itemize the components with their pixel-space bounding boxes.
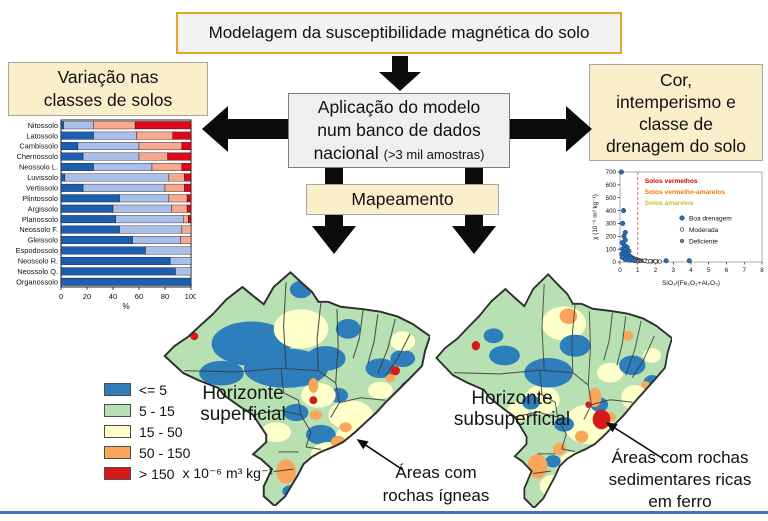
svg-text:Gleissolo: Gleissolo: [28, 236, 58, 245]
soil-classes-text: Variação nas classes de solos: [43, 67, 173, 110]
svg-text:500: 500: [606, 195, 617, 202]
svg-text:1: 1: [636, 267, 640, 274]
svg-text:6: 6: [725, 267, 729, 274]
model-application-line1: Aplicação do modelo: [317, 96, 481, 117]
svg-text:Vertissolo: Vertissolo: [26, 183, 58, 192]
svg-text:%: %: [122, 302, 129, 311]
map1-outline: [163, 270, 430, 506]
svg-text:χ (10⁻⁶ m³ kg⁻¹): χ (10⁻⁶ m³ kg⁻¹): [592, 194, 599, 240]
legend-item: 15 - 50: [104, 421, 273, 442]
map2-label: Horizonte subsuperficial: [453, 388, 571, 430]
legend-unit: x 10⁻⁶ m³ kg⁻¹: [182, 465, 273, 481]
svg-text:0: 0: [613, 259, 617, 266]
legend-swatch: [104, 425, 131, 438]
svg-text:3: 3: [672, 267, 676, 274]
svg-text:600: 600: [606, 182, 617, 189]
svg-text:200: 200: [606, 233, 617, 240]
mapping-text: Mapeamento: [351, 189, 454, 209]
svg-text:8: 8: [760, 267, 764, 274]
title-box: Modelagem da susceptibilidade magnética …: [176, 12, 622, 54]
svg-text:60: 60: [135, 292, 143, 301]
svg-text:Solos amarelos: Solos amarelos: [645, 200, 694, 207]
svg-text:20: 20: [83, 292, 91, 301]
svg-text:Chernossolo: Chernossolo: [17, 152, 59, 161]
legend-item: <= 5: [104, 379, 273, 400]
annotation-igneous: Áreas com rochas ígneas: [382, 463, 490, 505]
legend-swatch: [104, 446, 131, 459]
svg-text:Argissolo: Argissolo: [28, 204, 58, 213]
svg-text:4: 4: [689, 267, 693, 274]
svg-text:400: 400: [606, 208, 617, 215]
svg-text:Solos vermelhos: Solos vermelhos: [645, 178, 698, 185]
arrow-right-icon: [510, 106, 592, 152]
svg-text:Planossolo: Planossolo: [22, 215, 58, 224]
svg-text:Neossolo F.: Neossolo F.: [19, 225, 58, 234]
susceptibility-scatter-plot: 0 100 200 300 400 500 600 700 0 1 2 3 4 5 6 7 8 χ (10⁻⁶ m…: [592, 169, 764, 287]
legend-swatch: [104, 404, 131, 417]
soil-classes-box: Variação nas classes de solos: [8, 62, 208, 116]
svg-text:Boa drenagem: Boa drenagem: [689, 215, 732, 222]
svg-text:Nitossolo: Nitossolo: [28, 121, 58, 130]
model-application-box: Aplicação do modelo num banco de dados n…: [288, 93, 510, 168]
legend-label: 5 - 15: [139, 402, 175, 419]
svg-text:0: 0: [618, 267, 622, 274]
svg-text:Plintossolo: Plintossolo: [22, 194, 58, 203]
svg-text:0: 0: [59, 292, 63, 301]
svg-text:Luvissolo: Luvissolo: [27, 173, 58, 182]
model-application-line3: nacional (>3 mil amostras): [314, 142, 485, 166]
svg-text:7: 7: [743, 267, 747, 274]
svg-text:Neossolo R.: Neossolo R.: [18, 257, 58, 266]
svg-text:5: 5: [707, 267, 711, 274]
map1-label: Horizonte superficial: [200, 383, 286, 425]
legend-label: 50 - 150: [139, 444, 191, 461]
svg-text:Deficiente: Deficiente: [689, 238, 718, 245]
model-application-sample-count: (>3 mil amostras): [383, 146, 485, 162]
annotation-sedimentary: Áreas com rochas sedimentares ricas em f…: [608, 448, 752, 511]
color-weathering-text: Cor, intemperismo e classe de drenagem d…: [605, 69, 747, 156]
legend-swatch: [104, 383, 131, 396]
model-application-line2: num banco de dados: [317, 119, 481, 140]
color-weathering-box: Cor, intemperismo e classe de drenagem d…: [589, 64, 763, 161]
map2-outline: [435, 272, 672, 508]
legend-label: > 150: [139, 465, 175, 482]
svg-text:2: 2: [654, 267, 658, 274]
svg-text:SiO₂/(Fe₂O₃+Al₂O₃): SiO₂/(Fe₂O₃+Al₂O₃): [662, 280, 720, 287]
svg-text:Neossolo Q.: Neossolo Q.: [17, 267, 58, 276]
svg-text:80: 80: [161, 292, 169, 301]
legend-item: 50 - 150: [104, 442, 273, 463]
svg-text:Neossolo L.: Neossolo L.: [19, 163, 58, 172]
title-text: Modelagem da susceptibilidade magnética …: [208, 23, 590, 42]
arrow-left-icon: [202, 106, 288, 152]
svg-text:Cambissolo: Cambissolo: [19, 142, 58, 151]
susceptibility-legend: <= 5 5 - 15 15 - 50 50 - 150 > 150 x 10⁻⁶ m³ …: [104, 379, 273, 484]
svg-text:Moderada: Moderada: [689, 227, 719, 234]
svg-text:40: 40: [109, 292, 117, 301]
mapping-box: Mapeamento: [306, 184, 499, 215]
svg-text:Espodossolo: Espodossolo: [16, 246, 58, 255]
svg-text:Organossolo: Organossolo: [16, 277, 58, 286]
svg-text:100: 100: [606, 246, 617, 253]
svg-text:Solos vermelho-amarelos: Solos vermelho-amarelos: [645, 189, 726, 196]
legend-item: > 150 x 10⁻⁶ m³ kg⁻¹: [104, 463, 273, 484]
arrow-down-icon: [379, 56, 421, 91]
svg-text:300: 300: [606, 221, 617, 228]
legend-item: 5 - 15: [104, 400, 273, 421]
legend-swatch: [104, 467, 131, 480]
legend-label: <= 5: [139, 381, 168, 398]
svg-text:100: 100: [185, 292, 196, 301]
legend-label: 15 - 50: [139, 423, 183, 440]
model-application-line3-main: nacional: [313, 142, 384, 163]
bottom-divider: [0, 511, 768, 514]
svg-text:Latossolo: Latossolo: [26, 131, 58, 140]
svg-text:700: 700: [606, 169, 617, 176]
map-brazil-subsuperficial: [435, 272, 672, 508]
map-brazil-superficial: [163, 270, 430, 506]
